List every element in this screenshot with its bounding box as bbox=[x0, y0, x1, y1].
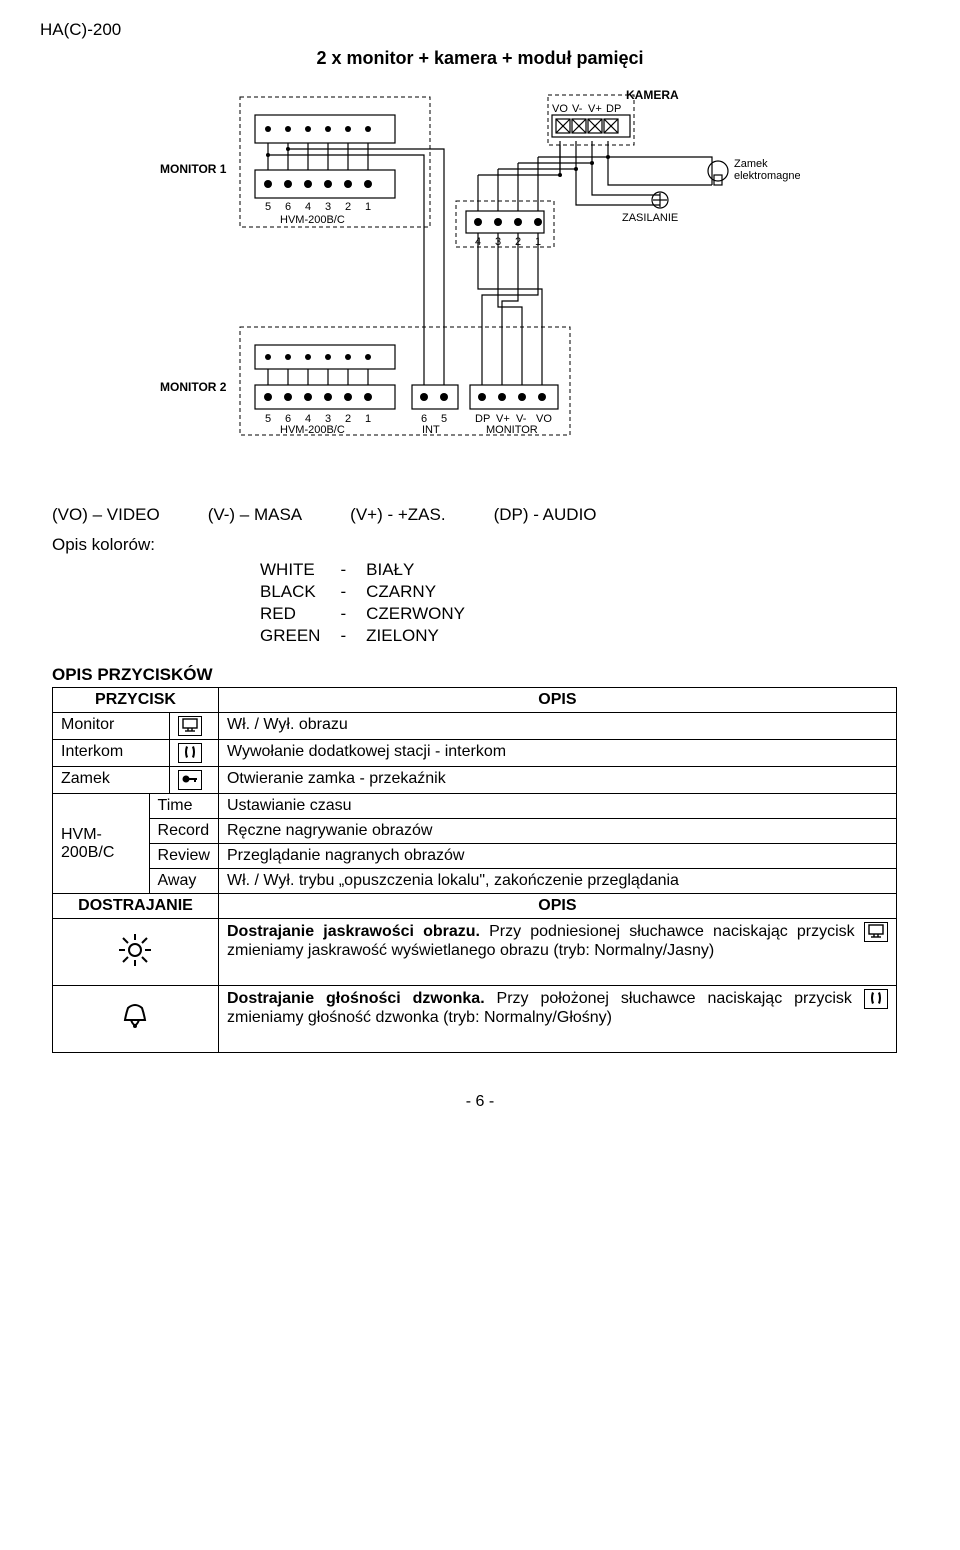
row-review-label: Review bbox=[149, 844, 218, 869]
row-away-desc: Wł. / Wył. trybu „opuszczenia lokalu", z… bbox=[218, 869, 896, 894]
svg-text:1: 1 bbox=[365, 201, 371, 213]
svg-text:VO: VO bbox=[552, 103, 568, 115]
signal-vo: (VO) – VIDEO bbox=[52, 505, 160, 525]
svg-text:ZASILANIE: ZASILANIE bbox=[622, 212, 678, 224]
head-przycisk: PRZYCISK bbox=[53, 688, 219, 713]
monitor-icon-cell bbox=[169, 713, 218, 740]
brightness-icon-cell bbox=[53, 919, 219, 986]
bell-icon bbox=[118, 1000, 152, 1034]
colors-table: WHITE-BIAŁY BLACK-CZARNY RED-CZERWONY GR… bbox=[250, 559, 475, 647]
svg-text:MONITOR: MONITOR bbox=[486, 424, 538, 436]
svg-text:1: 1 bbox=[365, 413, 371, 425]
svg-text:5: 5 bbox=[265, 413, 271, 425]
svg-text:VO: VO bbox=[536, 413, 552, 425]
row-zamek-label: Zamek bbox=[53, 767, 170, 794]
signal-legend: (VO) – VIDEO (V-) – MASA (V+) - +ZAS. (D… bbox=[52, 505, 908, 525]
svg-text:V+: V+ bbox=[588, 103, 602, 115]
svg-text:6: 6 bbox=[285, 201, 291, 213]
head-opis: OPIS bbox=[218, 688, 896, 713]
zamek-icon-cell bbox=[169, 767, 218, 794]
row-interkom-label: Interkom bbox=[53, 740, 170, 767]
page-title: 2 x monitor + kamera + moduł pamięci bbox=[40, 48, 920, 69]
svg-text:MONITOR 2: MONITOR 2 bbox=[160, 380, 227, 394]
wiring-diagram: .wl{stroke:#000;stroke-width:1.2;fill:no… bbox=[160, 85, 800, 485]
svg-text:MONITOR 1: MONITOR 1 bbox=[160, 162, 227, 176]
row-time-desc: Ustawianie czasu bbox=[218, 794, 896, 819]
header-code: HA(C)-200 bbox=[40, 20, 920, 40]
svg-text:INT: INT bbox=[422, 424, 440, 436]
row-away-label: Away bbox=[149, 869, 218, 894]
svg-text:5: 5 bbox=[441, 413, 447, 425]
row-record-label: Record bbox=[149, 819, 218, 844]
row-monitor-label: Monitor bbox=[53, 713, 170, 740]
svg-text:3: 3 bbox=[325, 201, 331, 213]
svg-text:V-: V- bbox=[572, 103, 583, 115]
signal-dp: (DP) - AUDIO bbox=[494, 505, 597, 525]
svg-text:2: 2 bbox=[345, 201, 351, 213]
monitor-icon-inline bbox=[864, 922, 888, 942]
svg-text:4: 4 bbox=[305, 201, 311, 213]
signal-vminus: (V-) – MASA bbox=[208, 505, 302, 525]
brightness-desc: Dostrajanie jaskrawości obrazu. Przy pod… bbox=[218, 919, 896, 986]
svg-text:DP: DP bbox=[606, 103, 621, 115]
svg-text:HVM-200B/C: HVM-200B/C bbox=[280, 424, 345, 436]
colors-label: Opis kolorów: bbox=[52, 535, 920, 555]
volume-desc: Dostrajanie głośności dzwonka. Przy poło… bbox=[218, 986, 896, 1053]
row-zamek-desc: Otwieranie zamka - przekaźnik bbox=[218, 767, 896, 794]
monitor-icon bbox=[178, 716, 202, 736]
hvm-label: HVM-200B/C bbox=[53, 794, 150, 894]
sun-icon bbox=[117, 932, 153, 968]
row-record-desc: Ręczne nagrywanie obrazów bbox=[218, 819, 896, 844]
dostrajanie-opis-header: OPIS bbox=[218, 894, 896, 919]
svg-text:Zamek: Zamek bbox=[734, 158, 768, 170]
svg-text:HVM-200B/C: HVM-200B/C bbox=[280, 214, 345, 226]
page-footer: - 6 - bbox=[40, 1093, 920, 1111]
bell-icon-cell bbox=[53, 986, 219, 1053]
row-time-label: Time bbox=[149, 794, 218, 819]
interkom-icon-inline bbox=[864, 989, 888, 1009]
svg-text:5: 5 bbox=[265, 201, 271, 213]
volume-title: Dostrajanie głośności dzwonka. bbox=[227, 990, 485, 1007]
signal-vplus: (V+) - +ZAS. bbox=[350, 505, 445, 525]
buttons-table: PRZYCISK OPIS Monitor Wł. / Wył. obrazu … bbox=[52, 687, 897, 1053]
svg-text:elektromagnetyczny: elektromagnetyczny bbox=[734, 170, 800, 182]
interkom-icon bbox=[178, 743, 202, 763]
brightness-title: Dostrajanie jaskrawości obrazu. bbox=[227, 923, 480, 940]
dostrajanie-header: DOSTRAJANIE bbox=[53, 894, 219, 919]
row-interkom-desc: Wywołanie dodatkowej stacji - interkom bbox=[218, 740, 896, 767]
interkom-icon-cell bbox=[169, 740, 218, 767]
row-review-desc: Przeglądanie nagranych obrazów bbox=[218, 844, 896, 869]
section-title: OPIS PRZYCISKÓW bbox=[52, 665, 920, 685]
key-icon bbox=[178, 770, 202, 790]
svg-text:KAMERA: KAMERA bbox=[626, 88, 679, 102]
svg-text:2: 2 bbox=[345, 413, 351, 425]
row-monitor-desc: Wł. / Wył. obrazu bbox=[218, 713, 896, 740]
